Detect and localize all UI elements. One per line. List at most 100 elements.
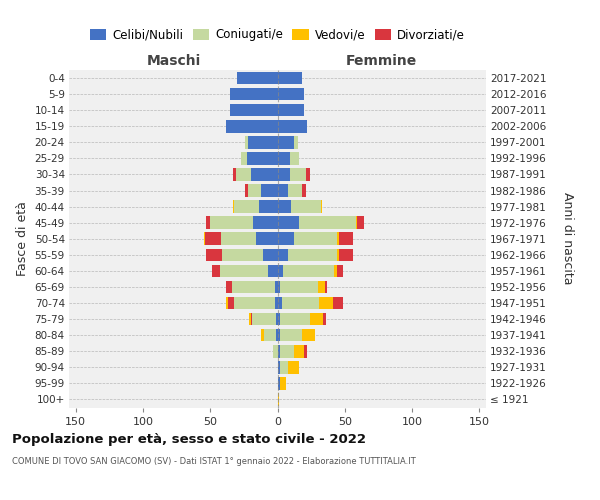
Bar (223, 248, 263, 261)
Bar (210, 216, 253, 229)
Bar (241, 152, 247, 164)
Bar (274, 345, 277, 358)
Bar (248, 184, 262, 197)
Bar (293, 136, 298, 148)
Bar (280, 361, 288, 374)
Bar (235, 297, 275, 310)
Bar (277, 88, 304, 101)
Bar (277, 361, 280, 374)
Bar (268, 264, 277, 277)
Text: Maschi: Maschi (147, 54, 201, 68)
Bar (230, 104, 277, 117)
Bar (277, 216, 299, 229)
Bar (277, 329, 280, 342)
Bar (276, 329, 277, 342)
Bar (291, 200, 320, 213)
Bar (276, 313, 277, 326)
Bar (302, 329, 315, 342)
Bar (237, 72, 277, 85)
Bar (318, 280, 325, 293)
Bar (245, 184, 248, 197)
Bar (206, 216, 210, 229)
Bar (251, 168, 277, 180)
Bar (323, 313, 326, 326)
Bar (340, 232, 353, 245)
Bar (277, 232, 293, 245)
Bar (306, 168, 310, 180)
Bar (230, 88, 277, 101)
Bar (203, 232, 205, 245)
Bar (275, 280, 277, 293)
Bar (263, 248, 277, 261)
Bar (247, 152, 277, 164)
Bar (277, 345, 280, 358)
Bar (232, 280, 275, 293)
Bar (302, 184, 306, 197)
Bar (221, 232, 256, 245)
Bar (319, 297, 332, 310)
Text: COMUNE DI TOVO SAN GIACOMO (SV) - Dati ISTAT 1° gennaio 2022 - Elaborazione TUTT: COMUNE DI TOVO SAN GIACOMO (SV) - Dati I… (12, 458, 416, 466)
Bar (280, 329, 302, 342)
Bar (205, 232, 221, 245)
Legend: Celibi/Nubili, Coniugati/e, Vedovi/e, Divorziati/e: Celibi/Nubili, Coniugati/e, Vedovi/e, Di… (85, 24, 470, 46)
Bar (264, 329, 276, 342)
Bar (233, 168, 236, 180)
Bar (226, 297, 228, 310)
Bar (290, 168, 306, 180)
Bar (280, 345, 293, 358)
Bar (277, 200, 291, 213)
Bar (226, 280, 232, 293)
Bar (337, 264, 343, 277)
Bar (310, 313, 323, 326)
Bar (304, 345, 307, 358)
Bar (212, 264, 220, 277)
Bar (281, 297, 319, 310)
Bar (245, 136, 248, 148)
Bar (226, 120, 277, 132)
Bar (277, 72, 302, 85)
Bar (277, 104, 304, 117)
Bar (275, 297, 277, 310)
Bar (277, 248, 288, 261)
Bar (337, 248, 340, 261)
Bar (337, 232, 340, 245)
Bar (277, 264, 283, 277)
Bar (293, 345, 304, 358)
Bar (277, 152, 290, 164)
Bar (277, 377, 280, 390)
Bar (259, 200, 277, 213)
Bar (277, 313, 280, 326)
Bar (299, 216, 356, 229)
Bar (277, 168, 290, 180)
Bar (249, 313, 251, 326)
Bar (206, 248, 223, 261)
Bar (293, 232, 337, 245)
Bar (262, 184, 277, 197)
Bar (251, 313, 252, 326)
Bar (288, 184, 302, 197)
Bar (252, 313, 276, 326)
Text: Popolazione per età, sesso e stato civile - 2022: Popolazione per età, sesso e stato civil… (12, 432, 366, 446)
Bar (248, 136, 277, 148)
Bar (356, 216, 357, 229)
Y-axis label: Anni di nascita: Anni di nascita (561, 192, 574, 285)
Bar (277, 120, 307, 132)
Bar (288, 248, 337, 261)
Bar (280, 280, 318, 293)
Bar (262, 329, 264, 342)
Bar (340, 248, 353, 261)
Bar (290, 152, 299, 164)
Bar (283, 264, 334, 277)
Bar (277, 280, 280, 293)
Bar (288, 361, 299, 374)
Bar (236, 168, 251, 180)
Y-axis label: Fasce di età: Fasce di età (16, 202, 29, 276)
Bar (280, 377, 286, 390)
Bar (325, 280, 327, 293)
Bar (253, 216, 277, 229)
Bar (277, 136, 293, 148)
Bar (256, 232, 277, 245)
Bar (220, 264, 268, 277)
Bar (235, 200, 259, 213)
Bar (277, 184, 288, 197)
